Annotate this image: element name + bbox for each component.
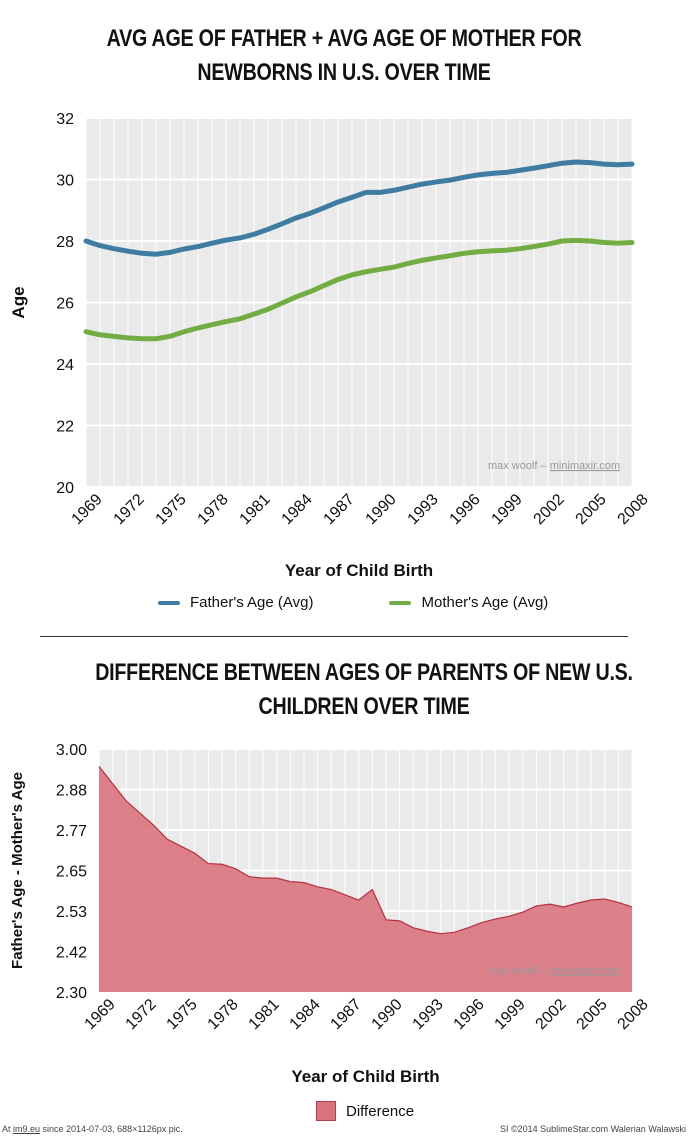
chart1-title-line2: NEWBORNS IN U.S. OVER TIME — [197, 59, 491, 86]
y-tick-label: 2.42 — [56, 945, 87, 962]
footer-left: At im9.eu since 2014-07-03, 688×1126px p… — [2, 1124, 183, 1134]
y-tick-label: 2.30 — [56, 985, 87, 1002]
x-tick-label: 1975 — [153, 491, 190, 528]
x-tick-label: 1999 — [492, 996, 529, 1033]
x-axis-label: Year of Child Birth — [285, 561, 433, 580]
x-tick-label: 1978 — [195, 491, 232, 528]
difference-area-chart: 2.30 2.42 2.53 2.65 2.77 2.88 3.00 1969 1972 1975… — [9, 742, 652, 1086]
x-tick-label: 1987 — [321, 491, 358, 528]
difference-area — [99, 766, 632, 992]
x-tick-label: 1984 — [279, 491, 316, 528]
x-tick-label: 1999 — [489, 491, 526, 528]
watermark: max woolf – minimaxir.com — [488, 460, 620, 472]
x-tick-label: 1996 — [451, 996, 488, 1033]
x-tick-label: 1972 — [111, 491, 148, 528]
x-tick-label: 1972 — [123, 996, 160, 1033]
x-tick-label: 1981 — [246, 996, 283, 1033]
legend-item-father: Father's Age (Avg) — [158, 594, 313, 611]
y-tick-label: 3.00 — [56, 742, 87, 759]
y-axis-label: Father's Age - Mother's Age — [9, 772, 26, 969]
y-tick-label: 20 — [56, 480, 74, 497]
x-tick-label: 2005 — [574, 996, 611, 1033]
mother-swatch — [389, 600, 412, 605]
chart1-legend: Father's Age (Avg) Mother's Age (Avg) — [158, 594, 548, 611]
y-tick-label: 30 — [56, 173, 74, 190]
y-tick-label: 2.77 — [56, 823, 87, 840]
y-tick-label: 26 — [56, 296, 74, 313]
y-tick-label: 24 — [56, 357, 74, 374]
legend-label-difference: Difference — [346, 1102, 415, 1120]
y-tick-label: 28 — [56, 234, 74, 251]
y-tick-label: 2.88 — [56, 783, 87, 800]
father-line — [83, 159, 635, 257]
x-tick-label: 1984 — [287, 996, 324, 1033]
mother-line — [83, 237, 635, 342]
chart2-title-line1: DIFFERENCE BETWEEN AGES OF PARENTS OF NE… — [95, 659, 633, 686]
x-tick-label: 2008 — [615, 491, 652, 528]
x-tick-label: 1996 — [447, 491, 484, 528]
chart1-title: AVG AGE OF FATHER + AVG AGE OF MOTHER FO… — [62, 22, 626, 90]
legend-label-mother: Mother's Age (Avg) — [421, 594, 549, 611]
x-tick-label: 1975 — [164, 996, 201, 1033]
legend-item-mother: Mother's Age (Avg) — [389, 594, 548, 611]
x-tick-label: 1969 — [69, 491, 106, 528]
x-tick-label: 1981 — [237, 491, 274, 528]
x-tick-label: 1993 — [410, 996, 447, 1033]
footer-right: SI ©2014 SublimeStar.com Walerian Walaws… — [499, 1124, 686, 1134]
x-tick-label: 1978 — [205, 996, 242, 1033]
y-tick-label: 32 — [56, 111, 74, 128]
legend-item-difference: Difference — [316, 1101, 414, 1121]
legend-label-father: Father's Age (Avg) — [190, 594, 314, 611]
watermark: max woolf – minimaxir.com — [488, 965, 620, 977]
chart2-title: DIFFERENCE BETWEEN AGES OF PARENTS OF NE… — [82, 656, 646, 724]
x-tick-label: 1990 — [369, 996, 406, 1033]
x-tick-label: 1969 — [82, 996, 119, 1033]
x-tick-label: 2002 — [531, 491, 568, 528]
y-tick-label: 2.53 — [56, 904, 87, 921]
y-tick-label: 2.65 — [56, 864, 87, 881]
y-axis-label: Age — [9, 286, 28, 318]
x-tick-label: 1990 — [363, 491, 400, 528]
chart2-title-line2: CHILDREN OVER TIME — [258, 693, 470, 720]
x-tick-label: 1993 — [405, 491, 442, 528]
father-swatch — [158, 600, 180, 605]
x-tick-label: 2008 — [615, 996, 652, 1033]
y-tick-label: 22 — [56, 419, 74, 436]
chart2-legend: Difference — [316, 1101, 414, 1121]
x-axis-label: Year of Child Birth — [291, 1067, 439, 1086]
x-tick-label: 2002 — [533, 996, 570, 1033]
difference-line — [98, 765, 633, 935]
x-tick-label: 2005 — [573, 491, 610, 528]
x-tick-label: 1987 — [328, 996, 365, 1033]
difference-swatch — [316, 1101, 336, 1121]
chart1-title-line1: AVG AGE OF FATHER + AVG AGE OF MOTHER FO… — [106, 25, 582, 52]
section-divider — [40, 636, 628, 637]
